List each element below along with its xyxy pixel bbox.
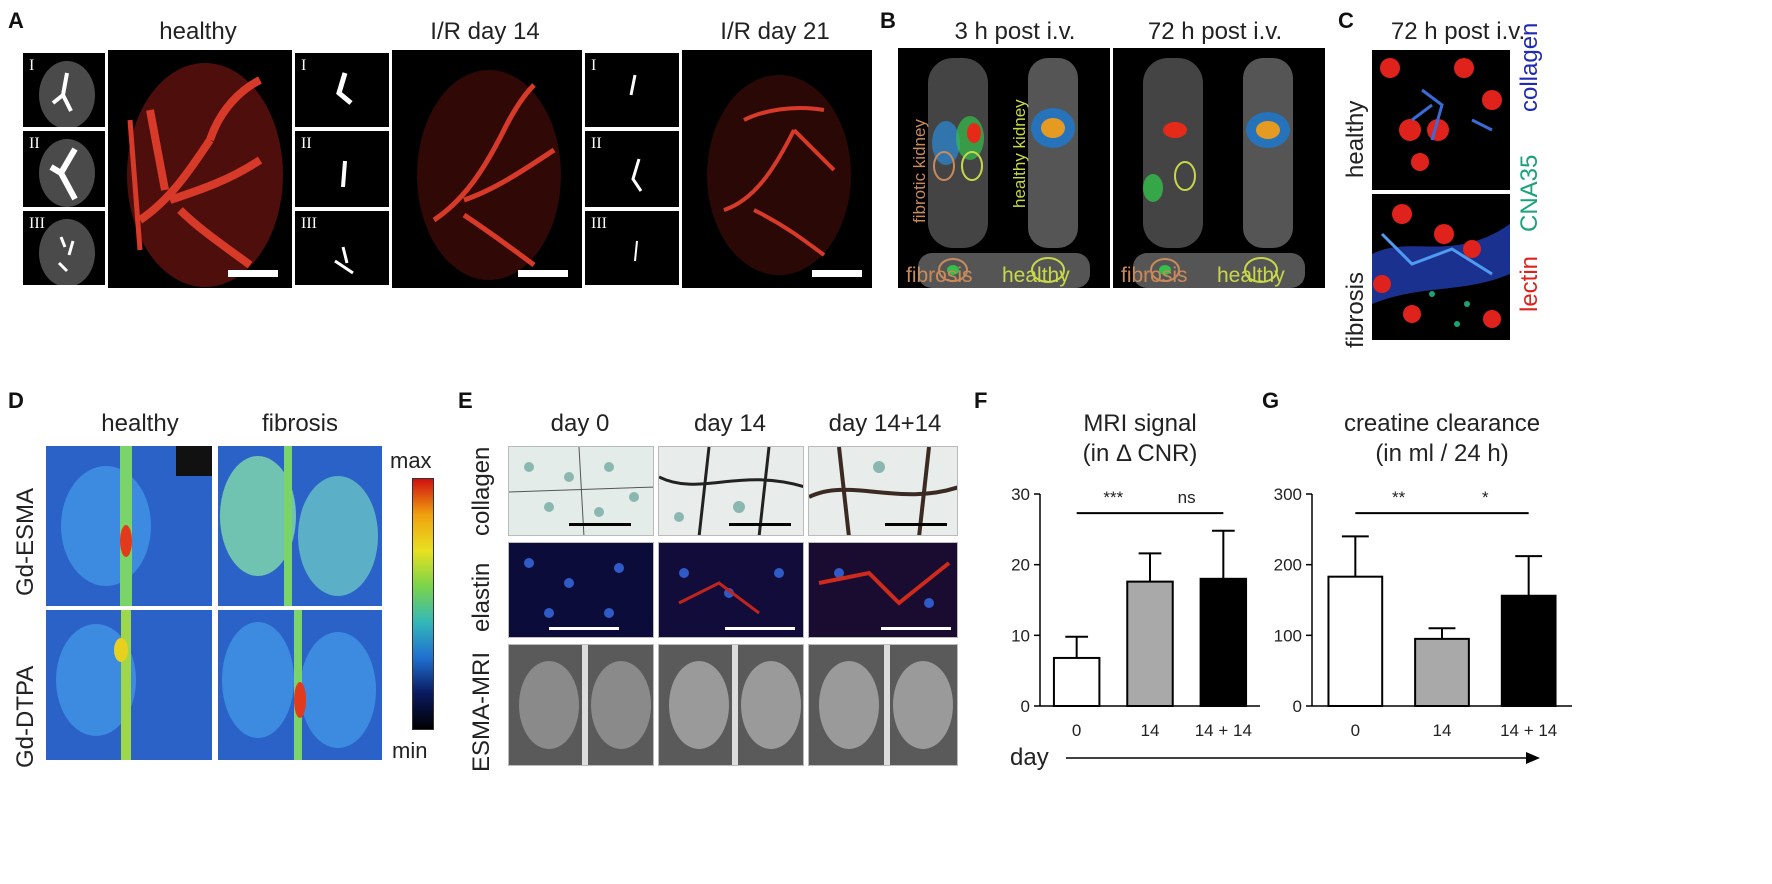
fibrosis-label: fibrosis — [906, 264, 973, 287]
bar — [1500, 594, 1557, 708]
roman-label: I — [591, 57, 597, 74]
panel-b-title-3h: 3 h post i.v. — [954, 18, 1076, 45]
significance-label: ns — [1178, 488, 1196, 507]
collagen-stain-day14-14 — [808, 446, 958, 536]
roman-label: I — [301, 57, 307, 74]
y-tick-label: 100 — [1274, 626, 1302, 645]
panel-d-col-fibrosis: fibrosis — [261, 410, 339, 437]
panel-a-title-ir-day21: I/R day 21 — [720, 18, 830, 45]
roman-label: III — [301, 215, 317, 232]
panel-letter-f: F — [974, 388, 988, 413]
mri-gd-esma-fibrosis — [218, 446, 382, 606]
roman-label: III — [29, 215, 45, 232]
roman-label: III — [591, 215, 607, 232]
bar — [1414, 637, 1470, 707]
panel-c-title: 72 h post i.v. — [1390, 18, 1526, 45]
kidney-section-thumbnail: III — [20, 208, 108, 288]
roman-label: II — [301, 135, 312, 152]
roman-label: II — [29, 135, 40, 152]
mri-gd-esma-healthy — [46, 446, 212, 606]
mri-gd-dtpa-healthy — [46, 610, 212, 760]
bar — [1126, 580, 1174, 707]
elastin-stain-day0 — [508, 542, 654, 638]
collagen-stain-day14 — [658, 446, 804, 536]
spect-ct-72h-image: fibrosis healthy — [1113, 48, 1325, 288]
roman-label: II — [591, 135, 602, 152]
kidney-section-thumbnail: III — [582, 208, 682, 288]
significance-label: * — [1482, 488, 1489, 507]
panel-e-col-day14-14: day 14+14 — [828, 410, 942, 437]
kidney-vasculature-healthy — [110, 50, 288, 288]
x-tick-label: 14 + 14 — [1195, 721, 1252, 740]
esma-mri-day14 — [658, 644, 804, 766]
healthy-label: healthy — [1002, 264, 1070, 287]
panel-d-col-healthy: healthy — [101, 410, 179, 437]
panel-letter-e: E — [458, 388, 473, 413]
confocal-image-fibrosis — [1372, 194, 1510, 340]
healthy-label: healthy — [1217, 264, 1285, 287]
esma-mri-day14-14 — [808, 644, 958, 766]
x-tick-label: 14 — [1141, 721, 1160, 740]
significance-label: *** — [1103, 488, 1123, 507]
scale-bar — [228, 270, 278, 277]
collagen-stain-day0 — [508, 446, 654, 536]
bar — [1327, 575, 1384, 707]
chart-g-title: creatine clearance — [1343, 410, 1541, 437]
esma-mri-day0 — [508, 644, 654, 766]
significance-label: ** — [1392, 488, 1406, 507]
fibrosis-label: fibrosis — [1121, 264, 1188, 287]
y-tick-label: 0 — [1293, 697, 1302, 716]
colorbar — [412, 478, 434, 730]
kidney-section-thumbnail: III — [292, 208, 392, 288]
x-tick-label: 0 — [1072, 721, 1081, 740]
chart-f-title: MRI signal — [1083, 410, 1197, 437]
kidney-vasculature-ir-day14 — [394, 50, 580, 288]
kidney-vasculature-ir-day21 — [684, 50, 872, 288]
scale-bar — [518, 270, 568, 277]
panel-b-title-72h: 72 h post i.v. — [1147, 18, 1283, 45]
colorbar-min-label: min — [392, 738, 428, 763]
scale-bar — [812, 270, 862, 277]
elastin-stain-day14 — [658, 542, 804, 638]
x-tick-label: 14 — [1433, 721, 1452, 740]
panel-a-title-healthy: healthy — [159, 18, 237, 45]
panel-a-title-ir-day14: I/R day 14 — [430, 18, 540, 45]
x-tick-label: 0 — [1351, 721, 1360, 740]
bar — [1052, 656, 1101, 707]
y-tick-label: 30 — [1011, 485, 1030, 504]
panel-letter-d: D — [8, 388, 24, 413]
confocal-image-healthy — [1372, 50, 1510, 190]
y-tick-label: 0 — [1021, 697, 1030, 716]
day-axis-label: day — [1010, 744, 1049, 771]
colorbar-max-label: max — [390, 448, 432, 473]
panel-letter-b: B — [880, 8, 896, 33]
kidney-section-thumbnail: II — [292, 128, 392, 210]
elastin-stain-day14-14 — [808, 542, 958, 638]
panel-letter-c: C — [1338, 8, 1354, 33]
x-tick-label: 14 + 14 — [1500, 721, 1557, 740]
mri-gd-dtpa-fibrosis — [218, 610, 382, 760]
bar — [1199, 577, 1248, 707]
spect-ct-3h-image: fibrotic kidney healthy kidney fibrosis … — [898, 48, 1110, 288]
panel-e-col-day0: day 0 — [550, 410, 610, 437]
y-tick-label: 20 — [1011, 556, 1030, 575]
y-tick-label: 200 — [1274, 556, 1302, 575]
chart-f-subtitle: (in Δ CNR) — [1082, 440, 1198, 467]
panel-letter-g: G — [1262, 388, 1280, 413]
y-tick-label: 10 — [1011, 626, 1030, 645]
kidney-section-thumbnail: II — [20, 128, 108, 210]
panel-e-col-day14: day 14 — [693, 410, 767, 437]
chart-g-subtitle: (in ml / 24 h) — [1375, 440, 1509, 467]
roman-label: I — [29, 57, 35, 74]
y-tick-label: 300 — [1274, 485, 1302, 504]
panel-letter-a: A — [8, 8, 24, 33]
